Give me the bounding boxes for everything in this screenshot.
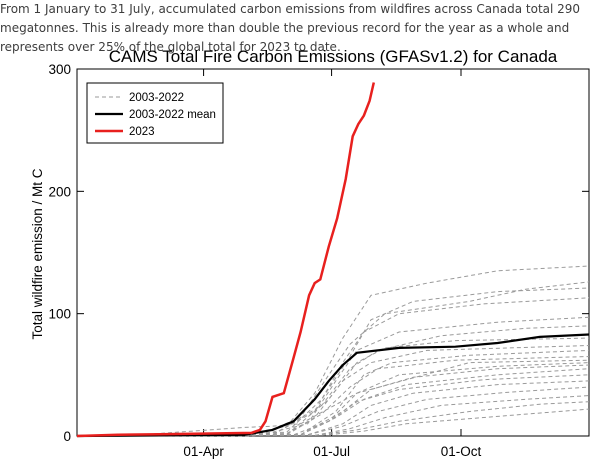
y-axis-label: Total wildfire emission / Mt C <box>30 168 45 339</box>
series-historical-line <box>76 364 590 437</box>
series-historical-line <box>76 325 590 437</box>
plot-frame <box>76 68 590 437</box>
series-historical-line <box>76 386 590 437</box>
y-tick-label: 0 <box>63 429 71 444</box>
series-mean-line <box>76 333 590 438</box>
y-tick-label: 200 <box>48 184 71 199</box>
series-historical-line <box>76 401 590 437</box>
y-tick-label: 300 <box>48 62 71 77</box>
series-historical-line <box>76 345 590 437</box>
legend-label: 2023 <box>129 126 155 138</box>
series-historical-line <box>76 359 590 437</box>
series-historical-line <box>76 374 590 437</box>
chart-container: CAMS Total Fire Carbon Emissions (GFASv1… <box>0 38 599 462</box>
y-tick-label: 100 <box>48 307 71 322</box>
series-historical-line <box>76 395 590 437</box>
x-tick-label: 01-Oct <box>441 444 482 459</box>
series-2023-line <box>76 82 376 438</box>
x-tick-label: 01-Apr <box>183 444 224 459</box>
legend-label: 2003-2022 <box>129 92 184 104</box>
chart-title: CAMS Total Fire Carbon Emissions (GFASv1… <box>109 47 558 66</box>
legend-label: 2003-2022 mean <box>129 109 216 121</box>
plot-area: 0 100 200 300 01-Apr 01-Jul 01-Oct 2003-2022 200… <box>48 62 590 459</box>
chart-caption: From 1 January to 31 July, accumulated c… <box>0 2 581 54</box>
series-historical-line <box>76 380 590 437</box>
series-historical-line <box>76 337 590 437</box>
emissions-chart: CAMS Total Fire Carbon Emissions (GFASv1… <box>30 47 590 459</box>
x-tick-label: 01-Jul <box>313 444 350 459</box>
series-historical-line <box>76 265 590 437</box>
series-historical-line <box>76 408 590 437</box>
series-historical-line <box>76 362 590 437</box>
series-historical-line <box>76 349 590 437</box>
series-historical-line <box>76 356 590 437</box>
series-historical-line <box>76 287 590 437</box>
